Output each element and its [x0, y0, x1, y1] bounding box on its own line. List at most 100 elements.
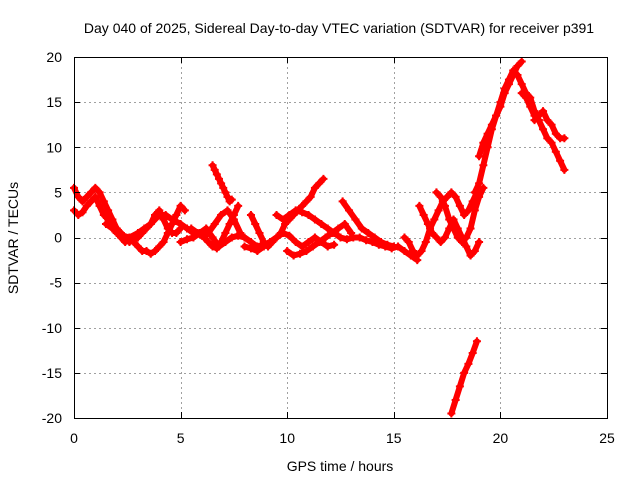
data-point	[200, 233, 209, 242]
y-tick-label: -15	[42, 365, 62, 381]
data-point	[551, 129, 560, 138]
data-point	[421, 238, 430, 247]
x-tick-label: 25	[599, 430, 615, 446]
data-point	[168, 215, 177, 224]
data-point	[370, 233, 379, 242]
data-point	[193, 228, 202, 237]
data-point	[547, 120, 556, 129]
data-point	[140, 224, 149, 233]
data-point	[451, 395, 460, 404]
y-tick-label: 10	[46, 139, 62, 155]
data-point	[440, 233, 449, 242]
data-point	[253, 247, 262, 256]
series-track-segment	[341, 220, 355, 236]
data-point	[217, 210, 226, 219]
data-point	[142, 247, 151, 256]
series-track-j	[283, 219, 356, 260]
data-point	[383, 240, 392, 249]
data-point	[468, 349, 477, 358]
data-point	[551, 147, 560, 156]
series-track-k	[338, 197, 398, 251]
x-tick-label: 10	[279, 430, 295, 446]
data-point	[543, 116, 552, 125]
data-point	[133, 228, 142, 237]
data-point	[155, 242, 164, 251]
series-track-s	[447, 337, 481, 418]
data-point	[112, 228, 121, 237]
data-point	[319, 174, 328, 183]
data-point	[447, 188, 456, 197]
data-point	[492, 111, 501, 120]
data-point	[208, 233, 217, 242]
data-point	[172, 228, 181, 237]
data-point	[455, 201, 464, 210]
data-point	[151, 247, 160, 256]
y-tick-label: 20	[46, 49, 62, 65]
data-point	[291, 206, 300, 215]
data-point	[308, 242, 317, 251]
data-point	[272, 210, 281, 219]
x-axis: 0 5 10 15 20 25	[70, 57, 615, 446]
data-point	[176, 219, 185, 228]
data-point	[355, 233, 364, 242]
data-point	[483, 129, 492, 138]
data-point	[500, 89, 509, 98]
x-axis-label: GPS time / hours	[287, 458, 394, 474]
data-point	[334, 224, 343, 233]
data-point	[298, 242, 307, 251]
data-point	[176, 238, 185, 247]
data-point	[509, 71, 518, 80]
data-point	[417, 247, 426, 256]
data-point	[432, 188, 441, 197]
series-track-c	[101, 206, 245, 242]
data-points	[70, 57, 569, 418]
data-point	[428, 228, 437, 237]
y-tick-label: -5	[50, 275, 63, 291]
y-axis-label: SDTVAR / TECUs	[5, 182, 21, 294]
data-point	[472, 337, 481, 346]
data-point	[470, 206, 479, 215]
data-point	[176, 201, 185, 210]
data-point	[91, 183, 100, 192]
data-point	[82, 192, 91, 201]
x-tick-label: 15	[386, 430, 402, 446]
data-point	[513, 62, 522, 71]
data-point	[259, 242, 268, 251]
data-point	[108, 224, 117, 233]
data-point	[78, 197, 87, 206]
data-point	[408, 247, 417, 256]
data-point	[530, 111, 539, 120]
data-point	[302, 247, 311, 256]
data-point	[298, 208, 307, 217]
data-point	[479, 161, 488, 170]
data-point	[217, 238, 226, 247]
data-point	[315, 238, 324, 247]
data-point	[413, 251, 422, 260]
data-point	[212, 244, 221, 253]
data-point	[321, 233, 330, 242]
data-point	[479, 183, 488, 192]
data-point	[327, 228, 336, 237]
data-point	[306, 192, 315, 201]
data-point	[74, 210, 83, 219]
data-point	[99, 197, 108, 206]
data-point	[400, 233, 409, 242]
data-point	[161, 210, 170, 219]
data-point	[180, 206, 189, 215]
data-point	[133, 242, 142, 251]
series-track-n	[432, 183, 488, 247]
data-point	[182, 235, 191, 244]
data-point	[464, 359, 473, 368]
y-tick-label: 0	[54, 230, 62, 246]
data-point	[87, 188, 96, 197]
data-point	[496, 102, 505, 111]
data-point	[295, 249, 304, 258]
data-point	[455, 382, 464, 391]
data-point	[362, 236, 371, 245]
data-point	[470, 247, 479, 256]
data-point	[163, 224, 172, 233]
data-point	[466, 251, 475, 260]
data-point	[278, 215, 287, 224]
series-track-r	[517, 89, 543, 125]
